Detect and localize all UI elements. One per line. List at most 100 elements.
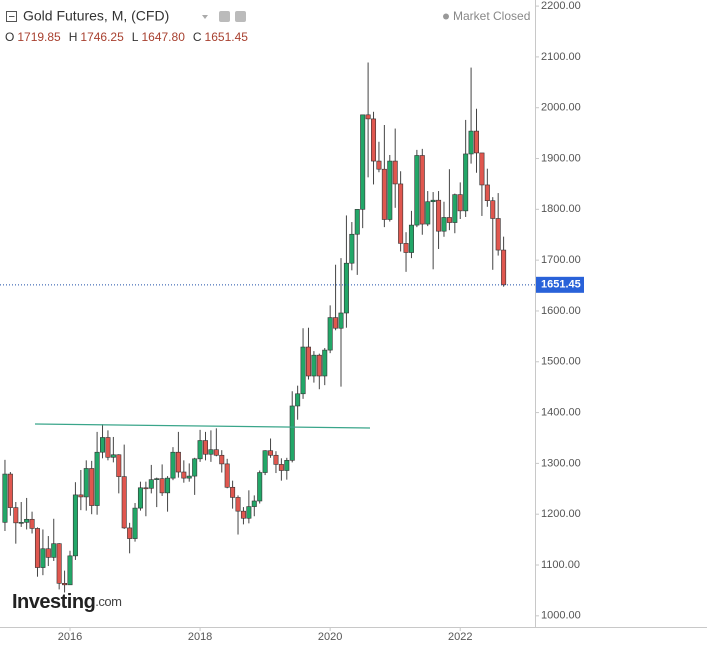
settings-icon[interactable]	[219, 11, 230, 22]
candle-body	[262, 450, 268, 473]
candle-body	[246, 506, 252, 519]
ohlc-key: L	[132, 30, 139, 44]
candle-body	[165, 477, 171, 494]
candle-body	[29, 518, 35, 529]
candle-body	[56, 543, 62, 584]
candle-body	[192, 458, 198, 477]
ohlc-key: O	[5, 30, 14, 44]
candle-body	[387, 160, 393, 220]
candle-body	[311, 354, 317, 377]
candle-body	[333, 317, 339, 329]
candle-body	[208, 449, 214, 455]
candle-body	[110, 454, 116, 458]
y-tick-label: 2000.00	[541, 102, 581, 114]
candle-body	[300, 346, 306, 395]
candle-body	[34, 528, 40, 568]
candle-body	[78, 494, 84, 498]
candle-body	[197, 440, 203, 460]
trend-line	[34, 423, 371, 429]
ohlc-value: 1719.85	[17, 30, 61, 44]
candle-body	[495, 218, 501, 251]
candle-body	[408, 224, 414, 253]
candle-body	[463, 153, 469, 212]
candle-body	[273, 454, 279, 465]
candle-body	[284, 460, 290, 471]
y-tick-label: 1600.00	[541, 305, 581, 317]
candle-body	[289, 405, 295, 461]
candle-body	[316, 354, 322, 377]
candle-body	[257, 472, 263, 502]
logo: Investing.com	[12, 591, 121, 613]
candle-body	[398, 183, 404, 244]
candle-body	[18, 522, 24, 524]
candle-body	[105, 437, 111, 458]
candle-body	[170, 451, 176, 479]
candle-body	[278, 464, 284, 471]
ohlc-legend: O 1719.85 H 1746.25 L 1647.80 C 1651.45	[5, 30, 248, 44]
candle-body	[338, 312, 344, 329]
logo-name: Investing	[12, 591, 95, 613]
ohlc-value: 1746.25	[80, 30, 124, 44]
candle-body	[268, 450, 274, 456]
candle-body	[83, 468, 89, 498]
last-price-box	[536, 276, 584, 293]
candle-body	[186, 475, 192, 479]
y-tick-label: 1900.00	[541, 152, 581, 164]
candle-body	[322, 349, 328, 377]
plot	[2, 62, 507, 593]
candle-body	[137, 487, 143, 509]
candle-body	[240, 510, 246, 519]
candle-body	[7, 473, 13, 508]
x-tick-label: 2018	[188, 631, 212, 643]
candle-body	[473, 130, 479, 154]
candle-body	[159, 478, 165, 494]
y-tick-label: 1000.00	[541, 610, 581, 622]
candle-body	[381, 168, 387, 220]
y-tick-label: 2100.00	[541, 51, 581, 63]
y-tick-label: 1800.00	[541, 203, 581, 215]
candle-body	[224, 463, 230, 488]
candle-body	[235, 497, 241, 512]
candle-body	[132, 507, 138, 539]
gear-icon[interactable]	[235, 11, 246, 22]
dropdown-caret[interactable]	[202, 15, 208, 19]
y-tick-label: 2200.00	[541, 0, 581, 12]
candle-body	[403, 243, 409, 253]
candle-body	[2, 473, 8, 523]
ohlc-value: 1651.45	[205, 30, 249, 44]
y-tick-label: 1300.00	[541, 457, 581, 469]
candle-body	[419, 155, 425, 225]
chart-title: Gold Futures, M, (CFD)	[23, 8, 169, 24]
x-tick-label: 2016	[58, 631, 82, 643]
candle-body	[446, 217, 452, 223]
y-tick-label: 1700.00	[541, 254, 581, 266]
logo-suffix: .com	[95, 594, 121, 609]
candle-body	[490, 200, 496, 219]
candle-body	[148, 479, 154, 489]
candle-body	[230, 486, 236, 498]
collapse-icon[interactable]	[6, 11, 17, 22]
candle-body	[305, 346, 311, 377]
candle-body	[457, 194, 463, 212]
candle-body	[295, 393, 301, 407]
candle-body	[175, 451, 181, 473]
candle-body	[143, 487, 149, 490]
candle-body	[365, 114, 371, 120]
candle-body	[479, 152, 485, 186]
ohlc-key: H	[69, 30, 78, 44]
candle-body	[484, 184, 490, 202]
candle-body	[116, 454, 122, 477]
candle-body	[343, 262, 349, 314]
y-tick-label: 1100.00	[541, 559, 580, 571]
candle-body	[181, 471, 187, 479]
candle-body	[100, 437, 106, 453]
candle-body	[327, 317, 333, 351]
candle-body	[349, 233, 355, 264]
candle-body	[251, 500, 257, 507]
candle-body	[360, 114, 366, 210]
x-tick-label: 2020	[318, 631, 342, 643]
y-tick-label: 1400.00	[541, 406, 581, 418]
candle-body	[452, 194, 458, 223]
candle-body	[62, 583, 68, 586]
